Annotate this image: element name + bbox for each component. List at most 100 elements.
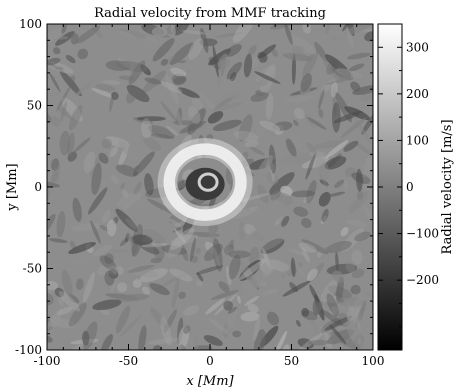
texture-blob	[195, 280, 203, 287]
texture-blob	[68, 241, 96, 255]
texture-blob	[49, 163, 71, 176]
colorbar-tick-label: 200	[406, 87, 429, 101]
texture-blob	[238, 114, 253, 142]
texture-blob	[99, 255, 116, 270]
texture-blob	[109, 146, 118, 158]
y-tick-label: 50	[27, 99, 42, 113]
texture-blob	[332, 270, 344, 283]
texture-blob	[92, 244, 113, 257]
texture-blob	[70, 223, 102, 232]
texture-blob	[320, 279, 339, 303]
texture-blob	[306, 268, 318, 282]
texture-blob	[160, 58, 169, 66]
texture-blob	[243, 53, 253, 78]
texture-blob	[303, 195, 312, 203]
y-tick-label: -50	[23, 262, 42, 276]
texture-blob	[324, 156, 347, 170]
texture-blob	[315, 157, 330, 180]
colorbar-tick-label: 0	[406, 180, 414, 194]
texture-blob	[255, 65, 276, 82]
texture-blob	[170, 67, 187, 77]
texture-blob	[133, 165, 140, 172]
texture-blob	[165, 125, 179, 137]
texture-blob	[254, 71, 281, 85]
texture-blob	[306, 142, 318, 155]
texture-blob	[247, 303, 259, 313]
texture-blob	[253, 317, 261, 342]
texture-blob	[244, 295, 260, 306]
texture-blob	[212, 238, 223, 272]
texture-blob	[73, 137, 91, 153]
texture-blob	[126, 232, 134, 244]
texture-blob	[248, 45, 257, 56]
texture-blob	[149, 307, 167, 329]
texture-blob	[249, 146, 265, 156]
texture-blob	[323, 247, 331, 253]
texture-blob	[61, 97, 83, 122]
texture-blob	[118, 145, 129, 167]
texture-blob	[301, 247, 310, 263]
colorbar-tick-label: 100	[406, 133, 429, 147]
texture-blob	[183, 305, 200, 316]
texture-blob	[351, 249, 363, 265]
texture-blob	[169, 42, 195, 65]
texture-blob	[285, 95, 315, 103]
texture-blob	[225, 44, 242, 57]
texture-blob	[233, 130, 259, 142]
texture-blob	[147, 125, 175, 139]
texture-blob	[353, 115, 371, 143]
texture-blob	[47, 92, 62, 99]
texture-blob	[132, 279, 142, 288]
texture-blob	[170, 24, 176, 36]
texture-blob	[346, 298, 363, 321]
texture-blob	[288, 248, 308, 257]
x-tick-label: -50	[119, 354, 138, 368]
texture-blob	[67, 132, 75, 157]
texture-blob	[178, 60, 187, 64]
texture-blob	[223, 300, 234, 311]
texture-blob	[217, 53, 228, 67]
texture-blob	[138, 325, 147, 350]
texture-blob	[312, 155, 325, 169]
texture-blob	[203, 335, 223, 346]
texture-blob	[239, 259, 262, 281]
texture-blob	[47, 280, 59, 290]
texture-blob	[330, 306, 338, 316]
texture-blob	[309, 284, 320, 303]
texture-blob	[106, 219, 117, 237]
y-tick-label: 100	[19, 17, 42, 31]
texture-blob	[47, 183, 50, 201]
texture-blob	[117, 30, 136, 39]
texture-blob	[274, 330, 288, 350]
texture-blob	[68, 104, 83, 131]
texture-blob	[237, 260, 258, 285]
texture-blob	[327, 191, 346, 197]
texture-blob	[222, 279, 248, 299]
texture-blob	[57, 106, 75, 120]
texture-blob	[212, 245, 221, 268]
texture-blob	[47, 34, 69, 40]
texture-blob	[175, 108, 183, 128]
texture-blob	[230, 72, 237, 82]
texture-blob	[142, 286, 151, 295]
texture-blob	[265, 259, 290, 272]
texture-blob	[48, 238, 68, 243]
texture-blob	[350, 284, 361, 295]
texture-blob	[325, 140, 349, 159]
texture-blob	[265, 93, 274, 120]
texture-blob	[225, 265, 232, 286]
texture-blob	[90, 220, 101, 244]
texture-blob	[344, 106, 370, 121]
colorbar-axis: −200 −100 0 100 200 300	[378, 40, 439, 328]
texture-blob	[161, 245, 187, 255]
texture-blob	[323, 58, 344, 82]
texture-blob	[356, 168, 363, 192]
texture-blob	[69, 240, 76, 250]
texture-blob	[160, 81, 183, 94]
texture-blob	[250, 230, 265, 242]
texture-blob	[51, 317, 75, 329]
x-tick-label: 100	[362, 354, 385, 368]
texture-blob	[318, 173, 329, 189]
texture-blob	[118, 140, 137, 160]
